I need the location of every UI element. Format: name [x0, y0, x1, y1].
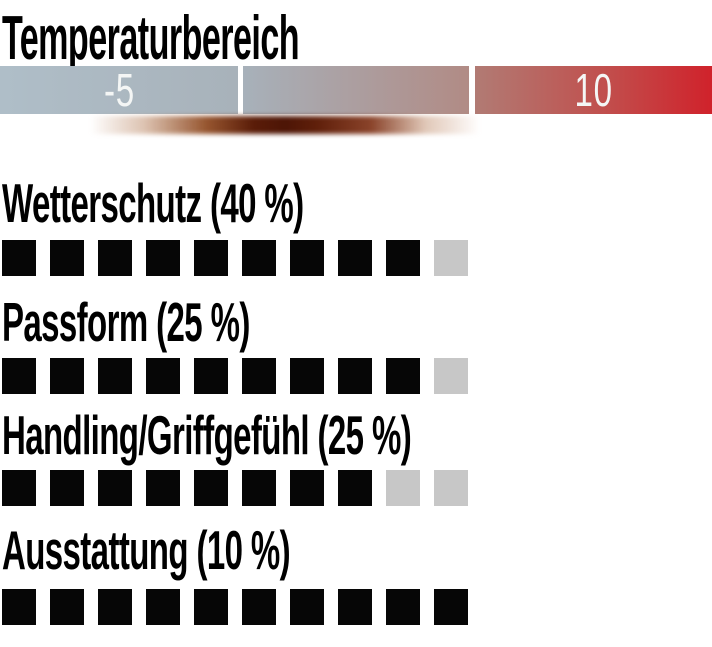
- rating-squares-passform: [2, 358, 468, 394]
- rating-square-filled: [386, 589, 420, 625]
- rating-label-handling-griffgefuehl: Handling/Griffgefühl (25 %): [2, 404, 412, 466]
- rating-square-filled: [386, 240, 420, 276]
- temperature-range-title: Temperaturbereich: [2, 8, 542, 70]
- rating-square-filled: [146, 589, 180, 625]
- rating-label-passform: Passform (25 %): [2, 291, 250, 353]
- rating-square-filled: [146, 470, 180, 506]
- rating-square-filled: [338, 358, 372, 394]
- rating-label-ausstattung: Ausstattung (10 %): [2, 519, 291, 581]
- rating-square-filled: [98, 358, 132, 394]
- rating-square-filled: [50, 358, 84, 394]
- rating-square-filled: [290, 470, 324, 506]
- rating-squares-handling-griffgefuehl: [2, 470, 468, 506]
- temperature-range-title-text: Temperaturbereich: [2, 4, 300, 73]
- rating-square-filled: [386, 358, 420, 394]
- rating-square-filled: [50, 240, 84, 276]
- rating-square-filled: [98, 470, 132, 506]
- rating-square-filled: [194, 589, 228, 625]
- scale-segment-mid: [243, 66, 469, 114]
- rating-square-filled: [290, 589, 324, 625]
- rating-square-filled: [242, 470, 276, 506]
- temperature-range-indicator: [90, 116, 480, 134]
- scale-divider-1: [238, 66, 243, 114]
- rating-square-filled: [146, 240, 180, 276]
- rating-square-filled: [338, 240, 372, 276]
- rating-square-filled: [98, 240, 132, 276]
- rating-square-filled: [290, 358, 324, 394]
- rating-square-filled: [194, 470, 228, 506]
- rating-square-filled: [194, 240, 228, 276]
- rating-squares-wetterschutz: [2, 240, 468, 276]
- rating-square-filled: [50, 470, 84, 506]
- rating-square-filled: [194, 358, 228, 394]
- rating-square-filled: [98, 589, 132, 625]
- rating-square-empty: [434, 358, 468, 394]
- rating-square-filled: [242, 589, 276, 625]
- rating-square-filled: [2, 358, 36, 394]
- rating-square-filled: [242, 358, 276, 394]
- scale-segment-cold: -5: [0, 66, 238, 114]
- scale-tick-high-label: 10: [574, 64, 613, 116]
- scale-divider-2: [469, 66, 475, 114]
- rating-square-filled: [2, 470, 36, 506]
- rating-square-filled: [2, 589, 36, 625]
- rating-square-filled: [434, 589, 468, 625]
- scale-tick-low-label: -5: [103, 64, 135, 116]
- rating-squares-ausstattung: [2, 589, 468, 625]
- rating-square-empty: [434, 470, 468, 506]
- rating-square-filled: [338, 470, 372, 506]
- scale-segment-warm: 10: [475, 66, 712, 114]
- rating-square-filled: [50, 589, 84, 625]
- rating-square-filled: [290, 240, 324, 276]
- temperature-scale-bar: -5 10: [0, 66, 712, 114]
- rating-square-filled: [2, 240, 36, 276]
- rating-square-filled: [338, 589, 372, 625]
- rating-square-filled: [146, 358, 180, 394]
- rating-square-filled: [242, 240, 276, 276]
- rating-square-empty: [434, 240, 468, 276]
- rating-square-empty: [386, 470, 420, 506]
- rating-label-wetterschutz: Wetterschutz (40 %): [2, 172, 304, 234]
